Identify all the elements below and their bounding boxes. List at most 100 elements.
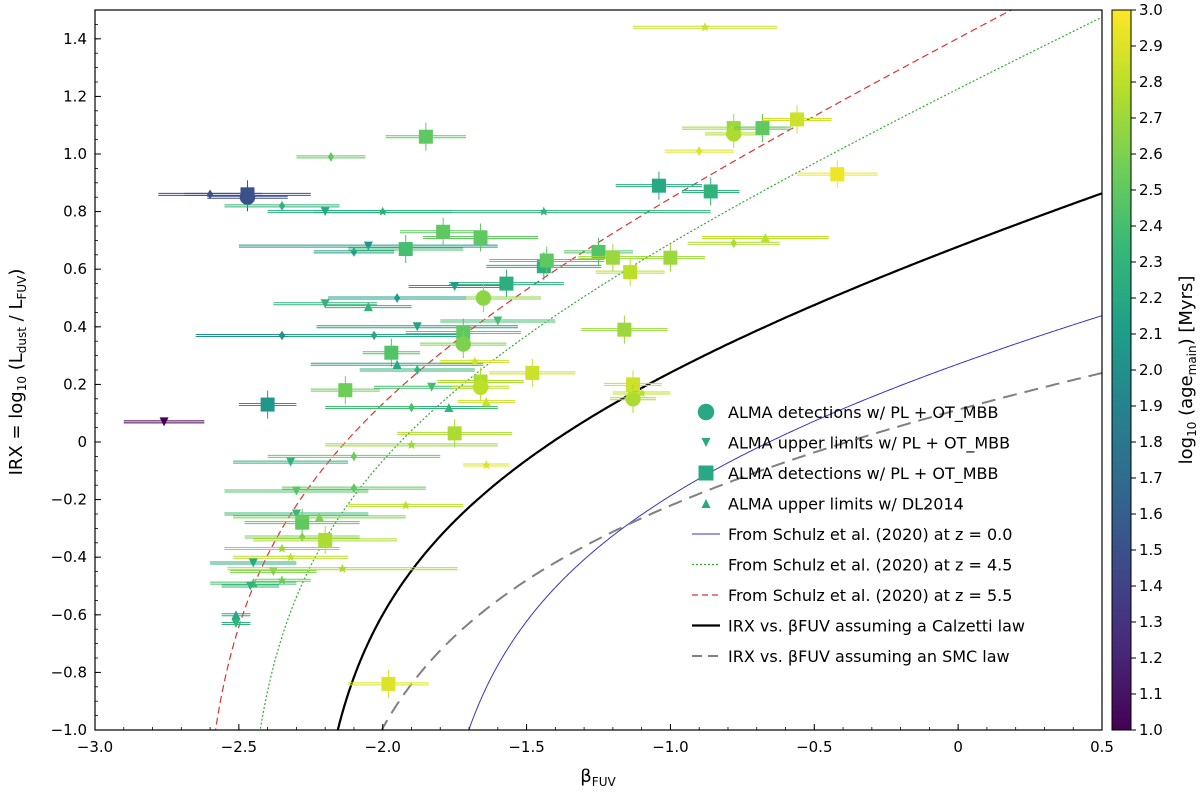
colorbar-tick-label: 1.4 [1139,577,1163,595]
curve-schulz_z55 [214,10,1013,730]
model-curves [214,10,1102,730]
colorbar-tick-label: 2.4 [1139,217,1163,235]
y-tick-label: 1.4 [63,30,87,48]
data-point [295,515,310,530]
colorbar-tick-label: 2.3 [1139,253,1163,271]
legend-label: ALMA upper limits w/ PL + OT_MBB [728,434,1010,454]
data-point [394,293,401,303]
data-point [475,290,492,306]
data-point [447,426,462,441]
data-point [414,365,421,375]
x-tick-label: −1.5 [508,738,544,756]
data-point [384,345,399,360]
legend-item: ALMA upper limits w/ PL + OT_MBB [701,434,1010,454]
x-tick-label: −2.5 [221,738,257,756]
colorbar-tick-label: 2.0 [1139,361,1163,379]
legend-marker [698,465,714,481]
data-point [285,552,296,562]
colorbar-tick-label: 1.7 [1139,469,1163,487]
legend-item: ALMA detections w/ PL + OT_MBB [697,403,999,423]
data-point [481,397,491,407]
data-point [398,242,413,257]
data-point [260,397,275,412]
colorbar-tick-label: 2.8 [1139,73,1163,91]
data-point [231,618,241,628]
y-tick-label: 0.8 [63,203,87,221]
data-point [278,200,286,211]
colorbar-tick-label: 2.9 [1139,37,1163,55]
data-point [726,126,742,142]
colorbar-tick-label: 1.8 [1139,433,1163,451]
data-point [605,250,620,265]
data-point [392,359,402,369]
data-point [450,281,460,291]
legend-label: From Schulz et al. (2020) at z = 4.5 [728,556,1012,575]
data-point [663,250,678,265]
curve-schulz_z0 [468,315,1102,730]
legend-marker [701,499,711,508]
colorbar-tick-label: 1.0 [1139,721,1163,739]
data-point [299,532,306,542]
data-point [703,184,718,199]
colorbar-ticks: 1.0 1.1 1.2 1.3 1.4 1.5 1.6 1.7 1.8 1.9 2.0 2.1 2.2 2… [1131,1,1163,739]
data-point [231,610,241,620]
x-axis-label: βFUV [580,766,616,789]
data-point [730,238,737,249]
legend-label: From Schulz et al. (2020) at z = 0.0 [728,525,1012,544]
data-point [436,224,451,239]
data-point [591,244,606,259]
data-point [625,391,641,407]
colorbar-tick-label: 1.1 [1139,685,1163,703]
data-point [248,558,258,568]
data-point [318,532,333,547]
legend-item: From Schulz et al. (2020) at z = 0.0 [692,525,1012,544]
y-tick-label: 1.2 [63,87,87,105]
data-point [470,356,480,366]
data-point [286,457,296,467]
data-point [350,247,357,257]
data-point [408,402,415,413]
data-point [539,253,554,268]
legend-label: From Schulz et al. (2020) at z = 5.5 [728,586,1012,605]
data-point [418,129,433,144]
x-tick-label: −0.5 [796,738,832,756]
y-tick-label: 1.0 [63,145,87,163]
curve-calzetti [336,192,1102,730]
data-point [338,383,353,398]
data-point [278,330,286,341]
colorbar-tick-label: 3.0 [1139,1,1163,19]
legend: ALMA detections w/ PL + OT_MBB ALMA upper… [692,403,1025,666]
y-tick-label: 0.4 [63,318,87,336]
legend-marker [697,403,715,421]
legend-item: ALMA upper limits w/ DL2014 [701,495,964,514]
y-axis-label: IRX = log10 (Ldust / LFUV) [6,269,29,476]
data-point [277,575,287,585]
data-point [473,230,488,245]
y-tick-label: −0.8 [51,663,87,681]
x-tick-label: 0.5 [1090,738,1114,756]
data-point [412,322,422,332]
data-point [363,241,373,251]
data-point [327,152,334,162]
x-axis-ticks: −3.0 −2.5 −2.0 −1.5 −1.0 −0.5 0 0.5 [77,724,1114,756]
legend-label: ALMA upper limits w/ DL2014 [728,495,964,514]
x-tick-label: 0 [953,738,963,756]
data-point [350,483,357,493]
x-tick-label: −3.0 [77,738,113,756]
colorbar-tick-label: 2.6 [1139,145,1163,163]
data-point [240,187,255,202]
colorbar-tick-label: 1.3 [1139,613,1163,631]
legend-item: IRX vs. βFUV assuming an SMC law [692,647,1010,666]
data-point [455,336,471,352]
data-point [207,189,214,200]
colorbar [1111,9,1132,731]
curve-schulz_z45 [259,16,1102,730]
colorbar-tick-label: 1.5 [1139,541,1163,559]
data-point [337,563,348,573]
data-point [700,22,710,32]
data-point [617,322,632,337]
colorbar-tick-label: 1.9 [1139,397,1163,415]
x-tick-label: −1.0 [652,738,688,756]
data-point [406,439,417,449]
